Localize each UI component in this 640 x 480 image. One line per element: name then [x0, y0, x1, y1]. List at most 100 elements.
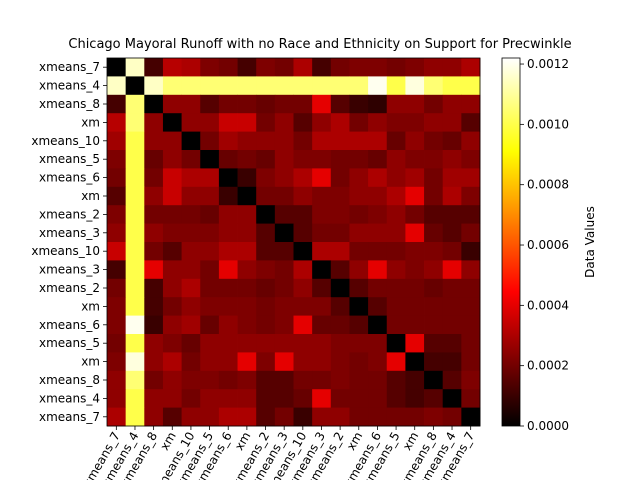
heatmap-cell — [200, 389, 220, 408]
colorbar-tick-label: 0.0004 — [527, 298, 569, 312]
y-tick-label: xmeans_6 — [39, 318, 100, 332]
heatmap-cell — [237, 223, 257, 243]
heatmap-cell — [162, 223, 182, 243]
heatmap-cell — [349, 352, 369, 372]
heatmap-cell — [424, 76, 444, 96]
heatmap-cell — [293, 370, 313, 390]
heatmap-cell — [368, 168, 388, 188]
heatmap-cell — [181, 186, 201, 206]
heatmap-cell — [237, 407, 257, 427]
heatmap-cell — [237, 113, 257, 132]
heatmap-cell — [368, 76, 388, 96]
heatmap-cell — [424, 58, 444, 77]
heatmap-cell — [442, 407, 462, 427]
heatmap-cell — [312, 260, 332, 280]
y-tick-label: xmeans_10 — [31, 244, 100, 258]
heatmap-cell — [442, 131, 462, 151]
heatmap-cell — [162, 113, 182, 132]
heatmap-cell — [368, 278, 388, 298]
y-tick-label: xmeans_5 — [39, 336, 100, 350]
heatmap-cell — [218, 352, 238, 372]
heatmap-cell — [424, 352, 444, 372]
heatmap-cell — [330, 407, 350, 427]
heatmap-cell — [200, 205, 220, 224]
heatmap-cell — [368, 370, 388, 390]
heatmap-cell — [237, 278, 257, 298]
heatmap-cell — [144, 205, 164, 224]
heatmap-cell — [349, 278, 369, 298]
heatmap-cell — [293, 76, 313, 96]
heatmap-cell — [256, 260, 276, 280]
heatmap-cell — [125, 315, 145, 335]
heatmap-cell — [144, 76, 164, 96]
heatmap-cell — [386, 278, 406, 298]
heatmap-cell — [405, 168, 425, 188]
heatmap-cell — [293, 278, 313, 298]
y-tick-label: xmeans_4 — [39, 79, 100, 93]
heatmap-cell — [218, 334, 238, 353]
heatmap-cell — [144, 186, 164, 206]
colorbar-tick-label: 0.0006 — [527, 238, 569, 252]
heatmap-cell — [461, 168, 481, 188]
heatmap-cell — [405, 370, 425, 390]
heatmap-cell — [162, 260, 182, 280]
heatmap-cell — [218, 407, 238, 427]
heatmap-cell — [461, 297, 481, 316]
heatmap-cell — [107, 131, 127, 151]
heatmap-cell — [237, 58, 257, 77]
heatmap-cell — [181, 168, 201, 188]
heatmap-cell — [107, 315, 127, 335]
heatmap-cell — [125, 58, 145, 77]
heatmap-cell — [293, 168, 313, 188]
heatmap-cell — [330, 389, 350, 408]
heatmap-cell — [349, 223, 369, 243]
heatmap-cell — [144, 370, 164, 390]
heatmap-cell — [442, 389, 462, 408]
heatmap-cell — [368, 58, 388, 77]
heatmap-cell — [386, 370, 406, 390]
heatmap-cell — [386, 76, 406, 96]
heatmap-cell — [162, 407, 182, 427]
heatmap-cell — [461, 278, 481, 298]
heatmap-cell — [144, 389, 164, 408]
heatmap-cell — [237, 94, 257, 114]
heatmap-cell — [237, 389, 257, 408]
heatmap-cell — [461, 315, 481, 335]
x-tick-labels: xmeans_7xmeans_4xmeans_8xmxmeans_10xmean… — [80, 426, 477, 480]
heatmap-cell — [274, 168, 294, 188]
heatmap-cell — [107, 370, 127, 390]
colorbar-tick-label: 0.0012 — [527, 57, 569, 71]
heatmap-cell — [405, 113, 425, 132]
heatmap-cell — [256, 242, 276, 261]
heatmap-cell — [144, 113, 164, 132]
heatmap-cell — [330, 58, 350, 77]
heatmap-cell — [200, 370, 220, 390]
heatmap-cell — [386, 407, 406, 427]
heatmap-cell — [293, 407, 313, 427]
heatmap-cell — [237, 150, 257, 169]
y-tick-label: xmeans_3 — [39, 263, 100, 277]
heatmap-cell — [274, 205, 294, 224]
heatmap-cell — [405, 76, 425, 96]
heatmap-cell — [181, 334, 201, 353]
heatmap-cell — [125, 131, 145, 151]
heatmap-cell — [461, 76, 481, 96]
heatmap-cell — [442, 242, 462, 261]
heatmap-cell — [461, 260, 481, 280]
heatmap-cell — [107, 58, 127, 77]
heatmap-cell — [200, 113, 220, 132]
heatmap-cell — [349, 150, 369, 169]
heatmap-cell — [200, 278, 220, 298]
heatmap-cell — [386, 205, 406, 224]
heatmap-cell — [293, 242, 313, 261]
heatmap-cell — [368, 223, 388, 243]
heatmap-cell — [386, 315, 406, 335]
heatmap-cell — [256, 278, 276, 298]
heatmap-cell — [424, 186, 444, 206]
heatmap-cell — [256, 297, 276, 316]
colorbar-tick-label: 0.0002 — [527, 359, 569, 373]
heatmap-cell — [200, 94, 220, 114]
heatmap-cell — [349, 58, 369, 77]
heatmap-cell — [181, 94, 201, 114]
heatmap-cell — [162, 150, 182, 169]
